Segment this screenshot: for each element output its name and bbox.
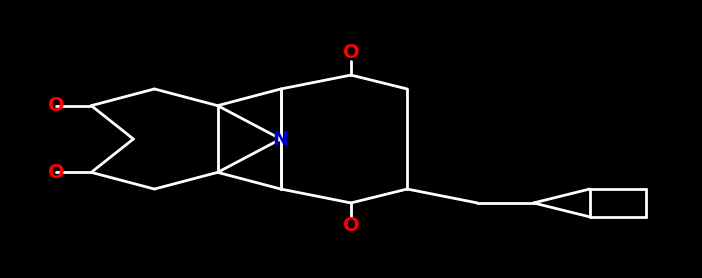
Text: N: N — [272, 130, 289, 148]
Text: O: O — [48, 163, 65, 182]
Text: O: O — [343, 216, 359, 235]
Text: O: O — [48, 96, 65, 115]
Text: O: O — [343, 43, 359, 62]
